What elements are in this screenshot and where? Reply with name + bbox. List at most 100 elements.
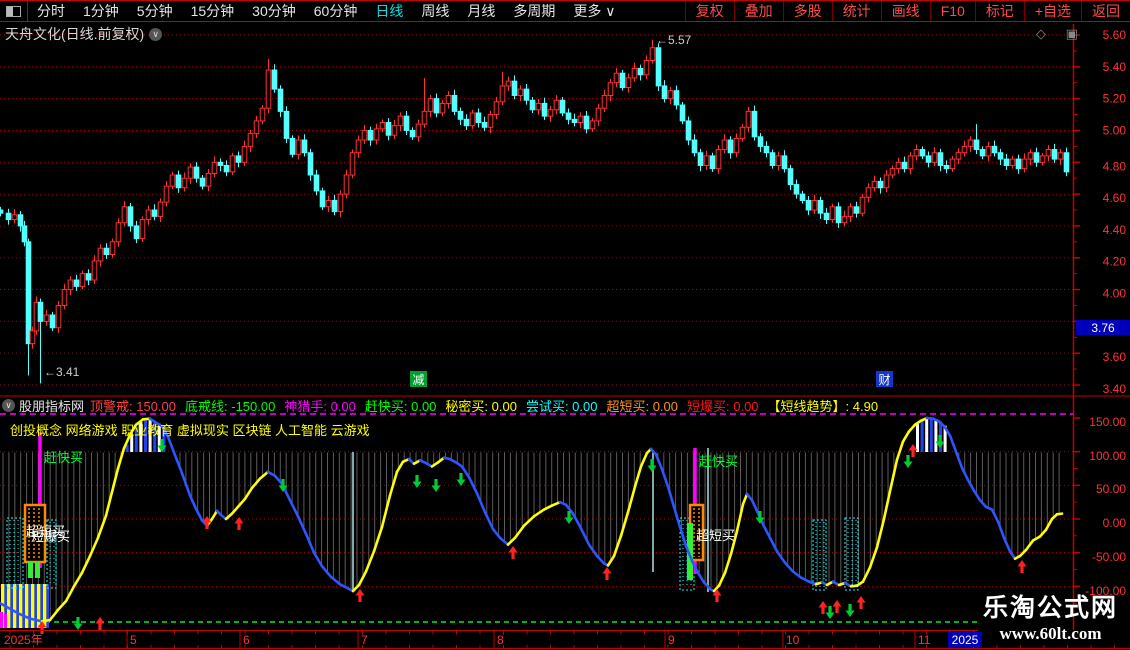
candle-body (337, 193, 344, 213)
candle-body (577, 115, 584, 124)
toolbar-item-多股[interactable]: 多股 (782, 1, 832, 21)
oversold-stripe (40, 584, 43, 628)
candle-body (697, 152, 704, 166)
oscillator-curve (954, 450, 964, 470)
toolbar-item-统计[interactable]: 统计 (831, 1, 881, 21)
candle-body (349, 152, 356, 176)
candle-body (721, 139, 728, 151)
candle-body (25, 241, 32, 345)
candle-body (835, 206, 842, 224)
signal-label: 短爆买 (31, 529, 70, 544)
candle-body (661, 85, 668, 100)
candle-body (133, 225, 140, 240)
toolbar-item-返回[interactable]: 返回 (1081, 1, 1130, 21)
toolbar-item-复权[interactable]: 复权 (684, 1, 734, 21)
candle-body (889, 168, 896, 176)
candle-body (17, 214, 24, 227)
oscillator-curve (799, 576, 811, 583)
oscillator-curve (288, 498, 300, 518)
oscillator-curve (134, 418, 145, 427)
oscillator-curve (243, 486, 254, 501)
candle-body (187, 166, 194, 179)
candle-body (247, 133, 254, 147)
oversold-stripe (13, 584, 17, 628)
oscillator-curve (1024, 539, 1035, 552)
candle-body (673, 90, 680, 106)
toolbar-item-+自选[interactable]: +自选 (1023, 1, 1081, 21)
period-tab-1分钟[interactable]: 1分钟 (83, 3, 119, 19)
signal-box-cyan (46, 519, 57, 589)
toolbar-item-标记[interactable]: 标记 (974, 1, 1024, 21)
candle-body (145, 209, 152, 221)
oscillator-curve (96, 514, 108, 540)
oscillator-curve (723, 552, 733, 575)
candle-body (763, 145, 770, 154)
period-tab-5分钟[interactable]: 5分钟 (136, 3, 173, 19)
period-tab-更多 ∨[interactable]: 更多 ∨ (573, 3, 616, 19)
candle-body (379, 122, 386, 130)
event-badge-text: 财 (878, 373, 890, 387)
high-price-label: ←5.57 (656, 33, 692, 47)
candle-body (895, 161, 902, 170)
collapse-icon[interactable]: ∨ (2, 399, 15, 412)
period-tab-周线[interactable]: 周线 (421, 3, 450, 19)
candle-body (523, 88, 530, 101)
toolbar-item-叠加[interactable]: 叠加 (733, 1, 783, 21)
oscillator-curve (745, 492, 754, 502)
candle-body (169, 174, 176, 187)
candle-body (37, 301, 44, 322)
candle-body (883, 174, 890, 189)
candle-body (841, 215, 848, 224)
sell-arrow-icon (456, 473, 466, 486)
chart-corner-icons[interactable]: ◇ ▣ (1036, 26, 1086, 41)
candle-body (925, 155, 932, 163)
candle-body (313, 174, 320, 192)
candle-body (5, 212, 12, 221)
oscillator-curve (173, 453, 184, 475)
oscillator-curve (972, 489, 982, 502)
period-tabs: 分时 1分钟 5分钟 15分钟 30分钟 60分钟 日线 周线 月线 多周期 更多 ∨ (28, 1, 624, 21)
window-icon-cell[interactable] (0, 1, 28, 21)
period-tab-多周期[interactable]: 多周期 (513, 3, 556, 19)
candle-body (829, 206, 836, 221)
candle-body (385, 122, 392, 136)
candle-body (637, 67, 644, 76)
oscillator-curve (889, 458, 899, 488)
candle-body (283, 110, 290, 139)
oscillator-curve (491, 527, 502, 540)
candle-body (151, 209, 158, 217)
candle-body (625, 77, 632, 89)
oscillator-curve (72, 571, 84, 588)
period-tab-月线[interactable]: 月线 (467, 3, 496, 19)
candle-body (913, 149, 920, 157)
candle-body (259, 107, 266, 122)
candle-body (193, 166, 200, 179)
oscillator-curve (1038, 528, 1048, 538)
oscillator-curve (978, 498, 988, 509)
period-tab-分时[interactable]: 分时 (37, 3, 65, 19)
period-tab-60分钟[interactable]: 60分钟 (313, 3, 358, 19)
signal-box-cyan (6, 517, 24, 589)
candle-body (79, 273, 86, 287)
sell-arrow-icon (825, 606, 835, 619)
overbought-stripe (130, 434, 134, 452)
period-tab-30分钟[interactable]: 30分钟 (252, 3, 296, 19)
toolbar-item-画线[interactable]: 画线 (880, 1, 930, 21)
candle-body (589, 120, 596, 130)
oscillator-curve (180, 471, 192, 497)
toolbar-item-F10[interactable]: F10 (929, 1, 975, 21)
candle-body (253, 120, 260, 135)
period-tab-日线[interactable]: 日线 (375, 3, 404, 19)
candle-body (571, 118, 578, 124)
oscillator-curve (654, 453, 664, 471)
oscillator-curve (901, 430, 911, 443)
price-axis-label: 4.00 (1103, 287, 1127, 301)
oscillator-curve (460, 465, 471, 479)
oscillator-curve (960, 466, 970, 482)
oscillator-curve (467, 475, 479, 495)
candle-body (325, 199, 332, 208)
period-tab-15分钟[interactable]: 15分钟 (190, 3, 235, 19)
oscillator-curve (230, 505, 240, 515)
chevron-down-icon[interactable]: ∨ (149, 27, 163, 41)
oscillator-curve (128, 423, 138, 437)
